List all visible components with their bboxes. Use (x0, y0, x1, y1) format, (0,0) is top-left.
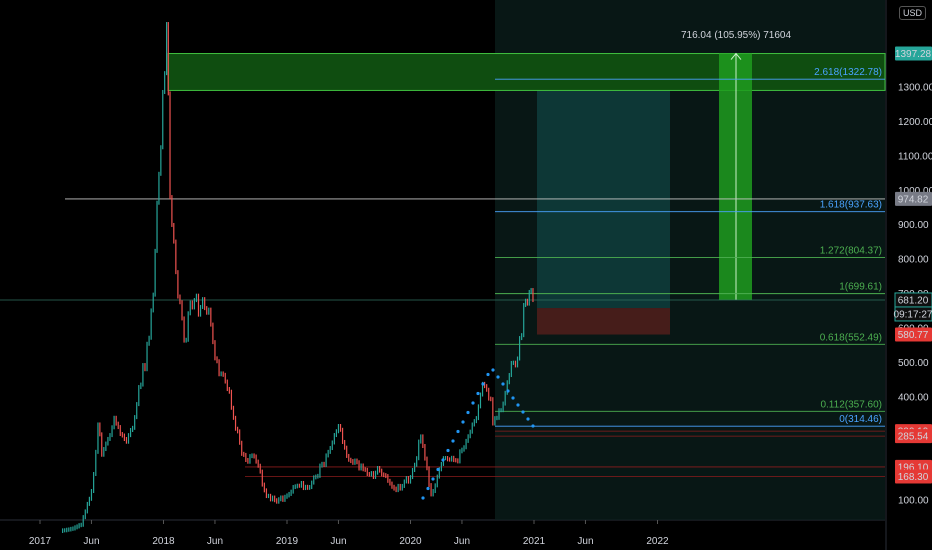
countdown-tag: 09:17:27 (894, 309, 932, 320)
x-tick-label: 2018 (152, 536, 175, 547)
trend-dot (466, 410, 470, 415)
price-tag-bg-7 (895, 469, 932, 484)
trend-dot (436, 467, 440, 472)
y-tick-label: 1100.00 (898, 151, 932, 162)
currency-badge[interactable]: USD (898, 6, 926, 20)
trend-dot (481, 382, 485, 386)
trend-dot (501, 382, 505, 386)
price-tag-bg-1 (895, 191, 932, 206)
trend-dot (506, 389, 510, 393)
y-tick-label: 100.00 (898, 496, 929, 507)
y-tick-label: 500.00 (898, 358, 929, 369)
trend-dot (471, 401, 475, 405)
x-tick-label: Jun (454, 536, 470, 547)
countdown-tag-bg (894, 306, 932, 322)
x-tick-label: 2017 (29, 536, 52, 547)
fib-level-label-4: 0.618(552.49) (820, 332, 882, 343)
price-tag-label-3: 580.77 (898, 330, 929, 341)
price-tag-label-1: 974.82 (898, 194, 929, 205)
price-tag-label-6: 196.10 (898, 462, 929, 473)
trend-dot (441, 458, 445, 462)
trend-dot (421, 496, 425, 500)
trend-dot (521, 410, 525, 414)
trend-dot (456, 429, 460, 434)
ath-resistance-zone (167, 53, 886, 91)
measure-arrow-head-icon (730, 52, 742, 60)
x-tick-label: Jun (83, 536, 99, 547)
price-tag-label-7: 168.30 (898, 472, 929, 483)
trend-dot (426, 486, 430, 491)
x-tick-label: 2021 (523, 536, 546, 547)
price-tag-bg-3 (895, 327, 932, 342)
price-tag-label-5: 285.54 (898, 432, 929, 443)
trend-dot (451, 439, 455, 443)
y-tick-label: 1000.00 (898, 186, 932, 197)
trend-dot (486, 372, 490, 377)
fib-level-label-0: 2.618(1322.78) (814, 67, 882, 78)
trend-dot (461, 420, 465, 424)
stop-loss-zone (537, 308, 670, 335)
price-tag-bg-5 (895, 429, 932, 444)
fib-level-label-6: 0(314.46) (839, 414, 882, 425)
trend-dot (526, 417, 530, 421)
x-tick-label: Jun (207, 536, 223, 547)
fib-level-label-3: 1(699.61) (839, 282, 882, 293)
fib-level-label-5: 0.112(357.60) (820, 399, 882, 410)
trend-dot (476, 391, 480, 396)
y-tick-label: 1300.00 (898, 83, 932, 94)
price-tag-label-0: 1397.28 (895, 49, 932, 60)
x-tick-label: 2019 (276, 536, 299, 547)
y-tick-label: 400.00 (898, 392, 929, 403)
y-tick-label: 900.00 (898, 220, 929, 231)
x-tick-label: Jun (330, 536, 346, 547)
price-tag-bg-0 (895, 46, 932, 61)
trend-dot (531, 424, 535, 428)
profit-target-zone (537, 53, 670, 309)
y-tick-label: 1200.00 (898, 117, 932, 128)
trend-dot (516, 403, 520, 407)
fib-level-label-1: 1.618(937.63) (820, 200, 882, 211)
measure-label: 716.04 (105.95%) 71604 (681, 30, 792, 41)
current-price-tag: 681.20 (898, 295, 929, 306)
x-tick-label: 2022 (646, 536, 669, 547)
y-tick-label: 800.00 (898, 255, 929, 266)
fib-level-label-2: 1.272(804.37) (820, 246, 882, 257)
trend-dot (446, 448, 450, 453)
trend-dot (496, 375, 500, 379)
trend-dot (511, 396, 515, 400)
trend-dot (491, 368, 495, 372)
x-tick-label: 2020 (399, 536, 422, 547)
x-tick-label: Jun (577, 536, 593, 547)
trend-dot (431, 477, 435, 481)
